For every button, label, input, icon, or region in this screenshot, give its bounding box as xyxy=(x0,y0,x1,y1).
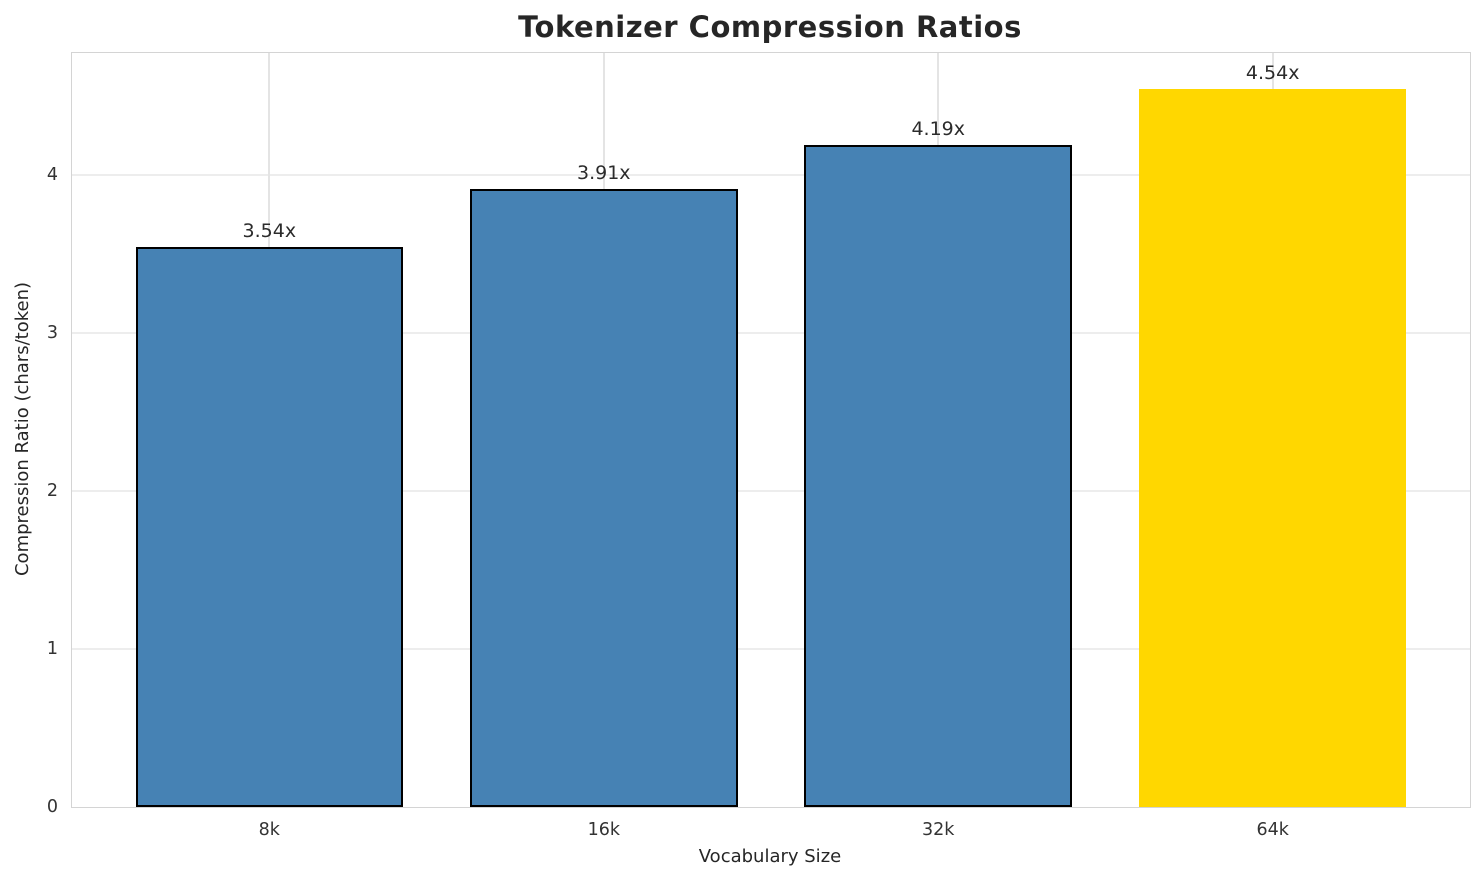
gridline-horizontal xyxy=(72,647,1470,650)
x-axis-label: Vocabulary Size xyxy=(698,846,842,867)
bar-64k xyxy=(1138,89,1407,807)
x-tick-label: 8k xyxy=(258,820,280,840)
bar-16k xyxy=(469,188,738,807)
plot-area: 0 1 2 3 4 3.54x 8k 3.91x 16k 4.19x 32k 4.54x 64k xyxy=(47,52,1471,840)
bar-value-label: 4.54x xyxy=(1245,62,1300,85)
bar-32k xyxy=(804,144,1072,807)
bar-8k xyxy=(135,247,404,807)
gridline-horizontal xyxy=(72,173,1470,176)
gridline-horizontal xyxy=(72,489,1470,492)
gridline-horizontal xyxy=(72,331,1470,334)
y-tick-label: 3 xyxy=(46,322,58,343)
chart-title: Tokenizer Compression Ratios xyxy=(518,10,1022,44)
bar-value-label: 4.19x xyxy=(911,117,965,140)
x-tick-label: 16k xyxy=(587,820,620,840)
bar-value-label: 3.54x xyxy=(242,220,297,243)
y-tick-label: 1 xyxy=(46,638,58,659)
y-tick-label: 2 xyxy=(46,480,58,501)
y-tick-label: 4 xyxy=(46,164,58,185)
x-tick-label: 32k xyxy=(922,820,955,840)
y-tick-label: 0 xyxy=(46,797,58,817)
x-tick-label: 64k xyxy=(1256,820,1289,840)
bar-value-label: 3.91x xyxy=(576,161,631,184)
